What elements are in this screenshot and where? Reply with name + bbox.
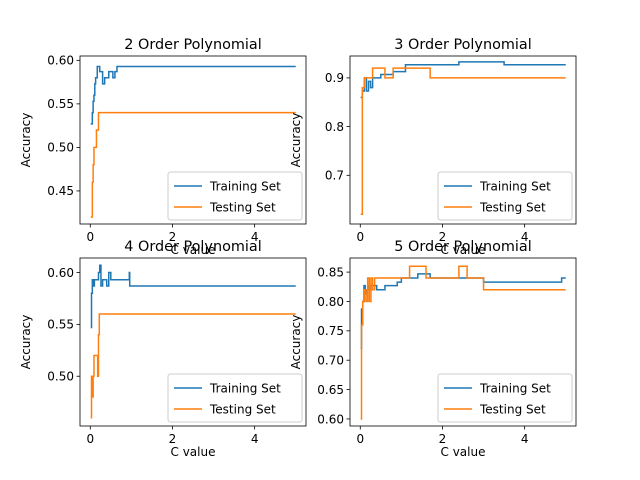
x-tick-label: 0	[86, 432, 94, 446]
axes-frame	[349, 257, 577, 427]
y-tick-label: 0.80	[317, 295, 344, 309]
x-tick-label: 2	[439, 230, 447, 244]
legend: Training Set Testing Set	[167, 373, 303, 423]
y-tick-label: 0.60	[47, 266, 74, 280]
y-axis-label: Accuracy	[19, 315, 33, 370]
x-tick-label: 0	[356, 432, 364, 446]
axes-frame	[79, 257, 307, 427]
y-axis-label: Accuracy	[19, 113, 33, 168]
y-tick-label: 0.7	[325, 169, 344, 183]
subplot-4: 0 2 4 0.60 0.65 0.70 0.75 0.80 0.85 C value Accura…	[289, 239, 577, 459]
chart-title: 2 Order Polynomial	[124, 37, 261, 53]
y-tick-label: 0.45	[47, 184, 74, 198]
series-line-training	[360, 61, 566, 99]
legend-entry: Testing Set	[479, 402, 546, 416]
subplot-2: 0 2 4 0.7 0.8 0.9 C value Accuracy 3 Order Polyn…	[289, 37, 577, 257]
legend-entry: Training Set	[479, 381, 551, 395]
axes-frame	[79, 55, 307, 225]
subplot-1: 0 2 4 0.45 0.50 0.55 0.60 C value Accuracy 2 Orde…	[19, 37, 307, 257]
series-line-testing	[360, 67, 566, 216]
axes-frame	[349, 55, 577, 225]
legend-box	[167, 171, 303, 221]
x-tick-label: 4	[521, 432, 529, 446]
legend-entry: Testing Set	[479, 200, 546, 214]
y-axis-label: Accuracy	[289, 315, 303, 370]
x-tick-label: 4	[521, 230, 529, 244]
legend: Training Set Testing Set	[167, 171, 303, 221]
x-axis-label: C value	[441, 243, 486, 257]
x-tick-label: 2	[169, 432, 177, 446]
y-tick-label: 0.60	[317, 412, 344, 426]
x-tick-label: 4	[251, 230, 259, 244]
subplot-3: 0 2 4 0.50 0.55 0.60 C value Accuracy 4 Order Po…	[19, 239, 307, 459]
x-axis-label: C value	[171, 243, 216, 257]
legend-entry: Testing Set	[209, 402, 276, 416]
legend-box	[167, 373, 303, 423]
legend: Training Set Testing Set	[437, 171, 573, 221]
chart-title: 3 Order Polynomial	[394, 37, 531, 53]
y-tick-label: 0.70	[317, 354, 344, 368]
series-line-testing	[90, 313, 296, 419]
chart-title: 4 Order Polynomial	[124, 239, 261, 255]
x-tick-label: 0	[356, 230, 364, 244]
x-tick-label: 2	[439, 432, 447, 446]
y-tick-label: 0.85	[317, 265, 344, 279]
legend-entry: Training Set	[479, 179, 551, 193]
y-tick-label: 0.65	[317, 383, 344, 397]
x-tick-label: 0	[86, 230, 94, 244]
y-tick-label: 0.60	[47, 54, 74, 68]
y-tick-label: 0.55	[47, 97, 74, 111]
chart-title: 5 Order Polynomial	[394, 239, 531, 255]
y-tick-label: 0.55	[47, 318, 74, 332]
x-tick-label: 2	[169, 230, 177, 244]
series-line-training	[90, 65, 296, 125]
x-tick-label: 4	[251, 432, 259, 446]
legend-entry: Training Set	[209, 381, 281, 395]
x-axis-label: C value	[441, 445, 486, 459]
series-line-training	[90, 264, 296, 329]
series-line-testing	[90, 111, 296, 218]
y-axis-label: Accuracy	[289, 113, 303, 168]
y-tick-label: 0.75	[317, 324, 344, 338]
legend-box	[437, 171, 573, 221]
legend: Training Set Testing Set	[437, 373, 573, 423]
y-tick-label: 0.50	[47, 370, 74, 384]
series-line-testing	[360, 265, 566, 420]
legend-entry: Testing Set	[209, 200, 276, 214]
x-axis-label: C value	[171, 445, 216, 459]
y-tick-label: 0.50	[47, 141, 74, 155]
legend-entry: Training Set	[209, 179, 281, 193]
y-tick-label: 0.8	[325, 120, 344, 134]
y-tick-label: 0.9	[325, 71, 344, 85]
legend-box	[437, 373, 573, 423]
